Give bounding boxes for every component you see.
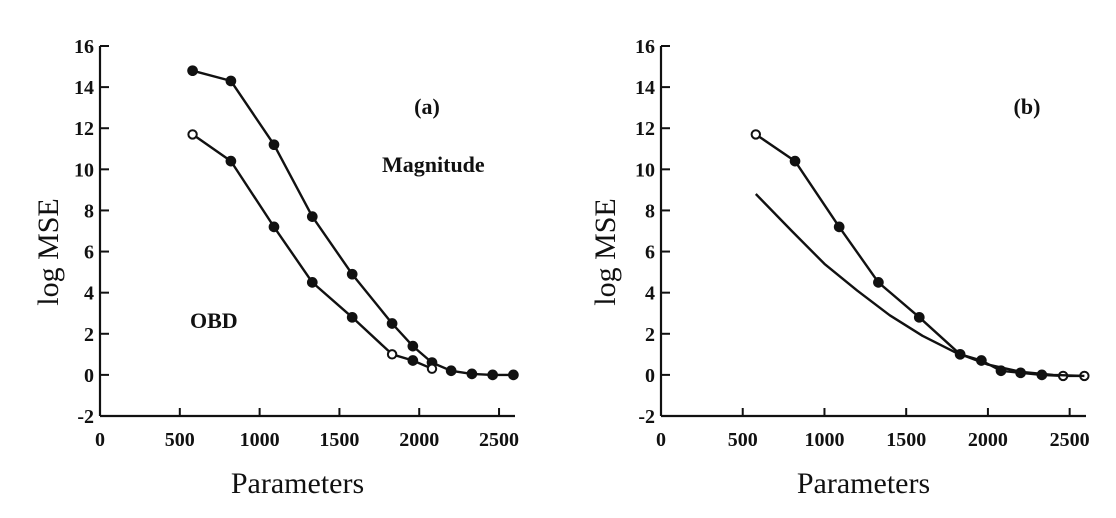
series-annotation: Magnitude: [382, 152, 485, 177]
x-tick-label: 2000: [399, 429, 439, 451]
series-line-magnitude: [192, 69, 514, 377]
y-axis-title: log MSE: [589, 198, 622, 306]
data-point-obd: [426, 363, 438, 374]
data-point-magnitude: [306, 211, 318, 222]
data-point-obd: [833, 221, 845, 233]
x-tick-label: 0: [95, 429, 105, 451]
data-point-obd: [750, 129, 762, 140]
x-tick-label: 2500: [479, 429, 519, 451]
data-point-obd: [913, 311, 925, 323]
data-point-obd: [346, 311, 358, 323]
data-point-obd: [187, 129, 198, 140]
y-tick-label: 10: [74, 159, 94, 181]
x-axis-title: Parameters: [797, 467, 930, 500]
series-line-curve: [754, 193, 1085, 378]
x-tick-label: 0: [656, 429, 666, 451]
y-tick-label: 14: [635, 77, 655, 99]
y-tick-label: 0: [84, 365, 94, 387]
y-tick-label: -2: [638, 406, 655, 428]
data-point-obd: [386, 349, 398, 360]
y-tick-label: 2: [84, 324, 94, 346]
data-point-magnitude: [487, 369, 499, 381]
panel-label: (a): [414, 94, 440, 119]
y-tick-label: 16: [74, 36, 94, 58]
y-tick-label: 6: [645, 242, 655, 264]
x-tick-label: 1000: [240, 429, 280, 451]
data-point-magnitude: [346, 268, 358, 280]
y-tick-label: 14: [74, 77, 94, 99]
y-axis-title: log MSE: [32, 198, 65, 306]
y-tick-label: 6: [84, 242, 94, 264]
x-tick-label: 2000: [968, 429, 1008, 451]
series-annotation: OBD: [190, 308, 238, 333]
data-point-magnitude: [445, 365, 457, 377]
x-tick-label: 500: [165, 429, 195, 451]
data-point-obd: [789, 155, 801, 167]
y-tick-label: 12: [74, 118, 94, 140]
data-point-obd: [407, 355, 419, 366]
data-point-obd: [873, 277, 884, 288]
y-tick-label: 0: [645, 365, 655, 387]
series-line-obd: [755, 133, 1085, 378]
y-tick-label: 8: [645, 200, 655, 222]
y-tick-label: 12: [635, 118, 655, 140]
x-tick-label: 1500: [319, 429, 359, 451]
data-point-magnitude: [508, 369, 519, 381]
data-point-magnitude: [466, 368, 478, 380]
y-tick-label: 16: [635, 36, 655, 58]
y-tick-label: 4: [645, 283, 655, 305]
data-point-magnitude: [386, 318, 398, 329]
data-point-magnitude: [407, 340, 419, 352]
y-tick-label: -2: [77, 406, 94, 428]
x-tick-label: 2500: [1050, 429, 1090, 451]
y-tick-label: 8: [84, 200, 94, 222]
data-point-obd: [225, 155, 237, 167]
y-tick-label: 2: [645, 324, 655, 346]
data-point-magnitude: [268, 139, 280, 151]
y-tick-label: 10: [635, 159, 655, 181]
x-axis-title: Parameters: [231, 467, 364, 500]
x-tick-label: 1500: [886, 429, 926, 451]
data-point-obd: [268, 221, 280, 233]
panel-label: (b): [1014, 94, 1041, 119]
y-tick-label: 4: [84, 283, 94, 305]
data-point-obd: [306, 277, 318, 288]
x-tick-label: 500: [728, 429, 758, 451]
data-point-magnitude: [187, 65, 198, 77]
x-tick-label: 1000: [804, 429, 844, 451]
data-point-magnitude: [225, 75, 237, 87]
